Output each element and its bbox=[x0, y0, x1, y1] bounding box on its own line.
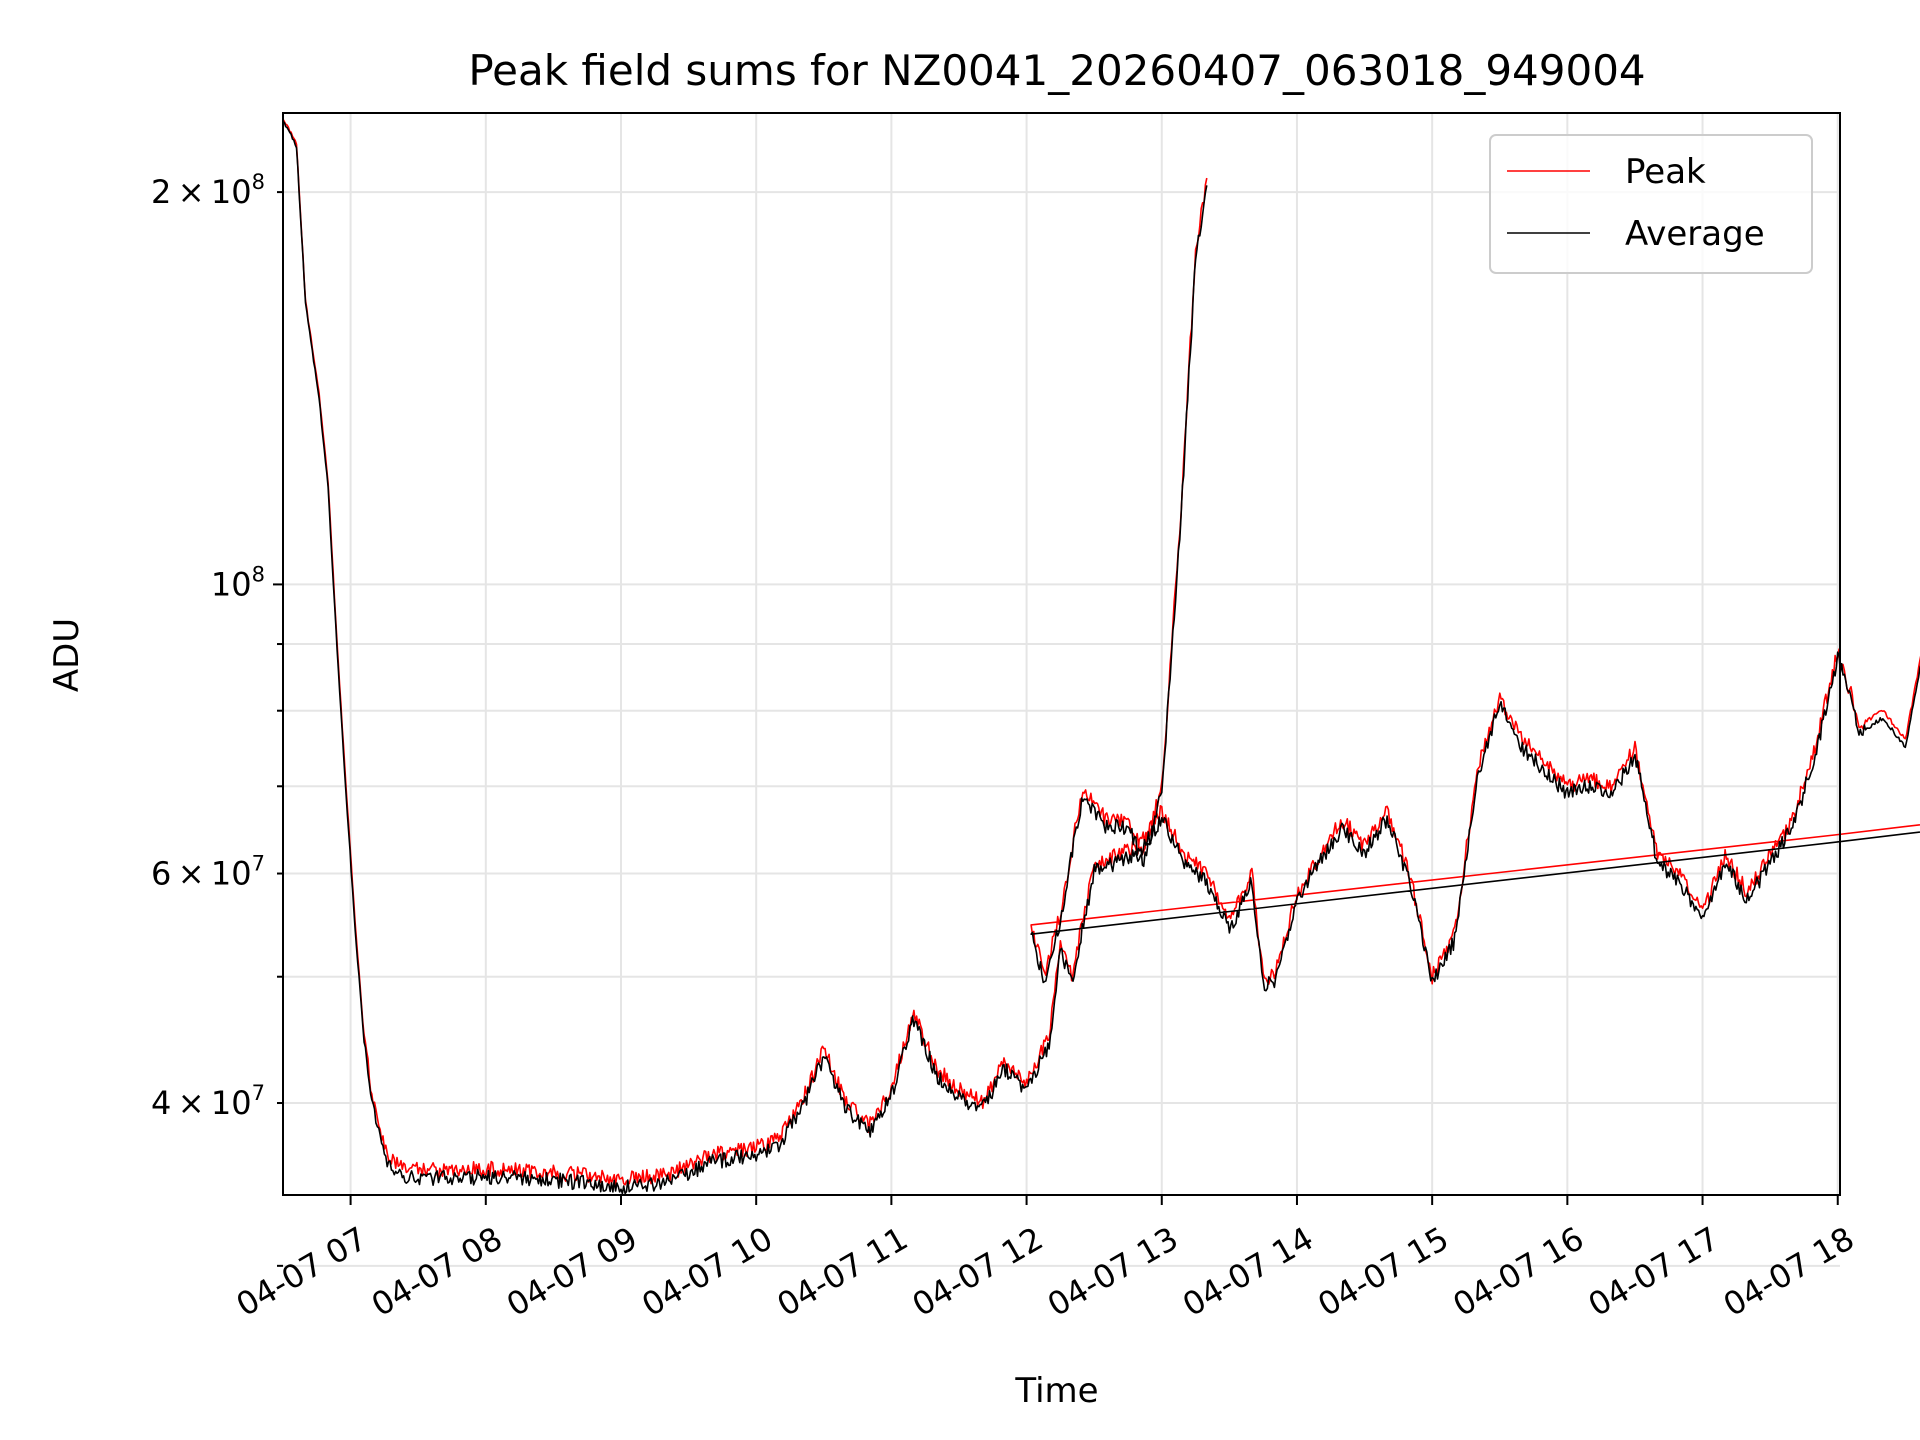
legend: Peak Average bbox=[1489, 134, 1813, 274]
legend-label-average: Average bbox=[1625, 214, 1765, 254]
x-gridlines bbox=[349, 113, 1839, 1195]
y-tick-label: 6 × 107 bbox=[151, 852, 265, 893]
y-tick-label: 2 × 108 bbox=[151, 170, 265, 211]
legend-frame bbox=[1489, 134, 1813, 274]
y-gridlines bbox=[283, 191, 1840, 1267]
legend-label-peak: Peak bbox=[1625, 152, 1706, 192]
y-axis-label: ADU bbox=[47, 618, 87, 692]
series-line-average bbox=[282, 120, 1920, 1195]
y-tick-label: 4 × 107 bbox=[151, 1081, 265, 1122]
series-lines bbox=[282, 118, 1920, 1195]
x-axis-label: Time bbox=[1014, 1371, 1098, 1411]
chart-title: Peak field sums for NZ0041_20260407_0630… bbox=[468, 46, 1645, 95]
plot-frame bbox=[282, 112, 1841, 1196]
y-tick-label: 108 bbox=[211, 562, 265, 603]
y-axis-ticks: 108 4 × 107 6 × 107 2 × 108 bbox=[151, 170, 283, 1267]
